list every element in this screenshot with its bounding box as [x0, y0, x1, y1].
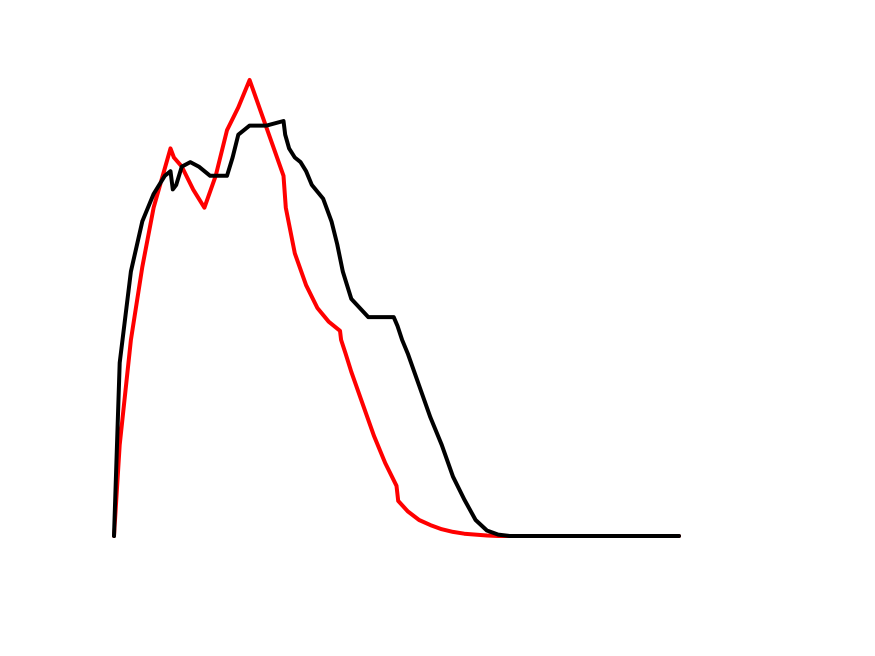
series-line-1 — [112, 78, 681, 538]
series-layer — [112, 78, 681, 538]
series-line-2 — [112, 119, 681, 538]
